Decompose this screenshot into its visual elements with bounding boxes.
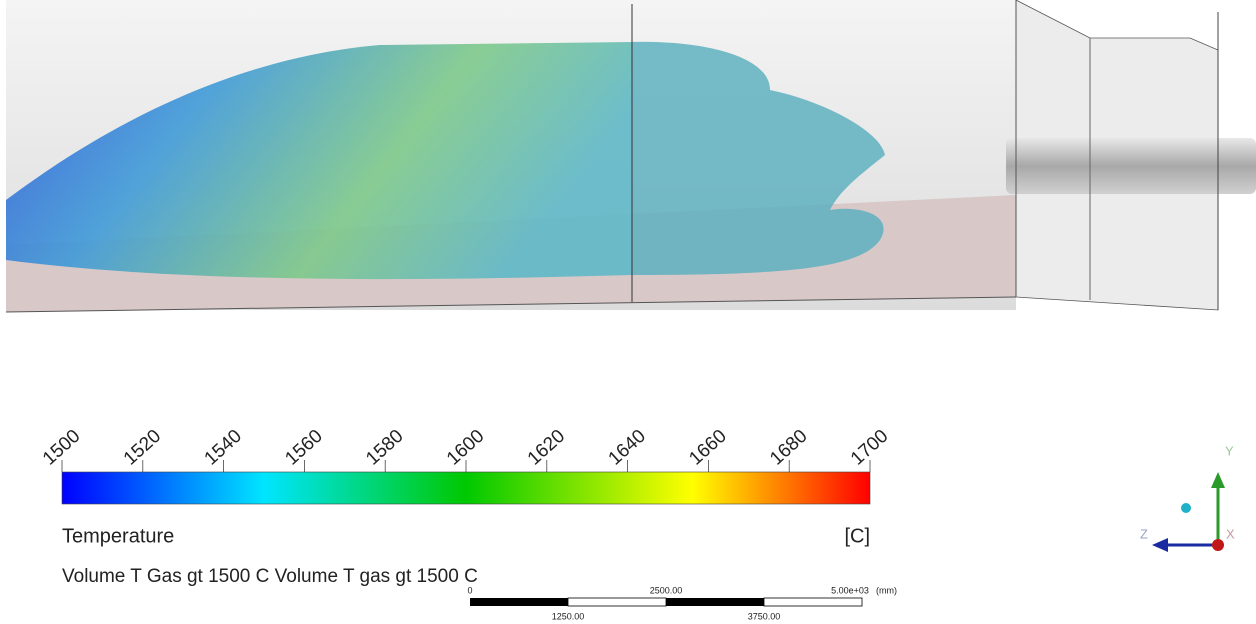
- axes-triad: Y Z X: [1140, 443, 1235, 552]
- axis-label: Y: [1225, 443, 1234, 458]
- x-axis-dot: [1212, 539, 1224, 551]
- scale-label: 3750.00: [748, 611, 781, 621]
- legend-unit: [C]: [844, 525, 870, 547]
- scale-segment: [764, 598, 862, 606]
- viewport: Temperature [C] Volume T Gas gt 1500 C V…: [0, 0, 1256, 624]
- scale-label: 1250.00: [552, 611, 585, 621]
- scale-unit: (mm): [876, 585, 897, 595]
- scale-bar: 0 2500.00 5.00e+03 (mm) 1250.00 3750.00: [467, 585, 897, 621]
- axis-label: Z: [1140, 526, 1148, 541]
- color-bar: [62, 472, 870, 504]
- scale-label: 5.00e+03: [831, 585, 869, 595]
- scale-segment: [666, 598, 764, 606]
- arrow-head: [1211, 472, 1225, 488]
- view-dot: [1181, 503, 1191, 513]
- scale-segment: [568, 598, 666, 606]
- legend: Temperature [C] Volume T Gas gt 1500 C V…: [39, 426, 892, 587]
- scale-segment: [470, 598, 568, 606]
- legend-title: Temperature: [62, 525, 174, 547]
- axis-label: X: [1226, 526, 1235, 541]
- description: Volume T Gas gt 1500 C Volume T gas gt 1…: [62, 566, 478, 587]
- scale-label: 2500.00: [650, 585, 683, 595]
- cfd-render: [6, 0, 1256, 312]
- scale-label: 0: [467, 585, 472, 595]
- arrow-head: [1152, 538, 1168, 552]
